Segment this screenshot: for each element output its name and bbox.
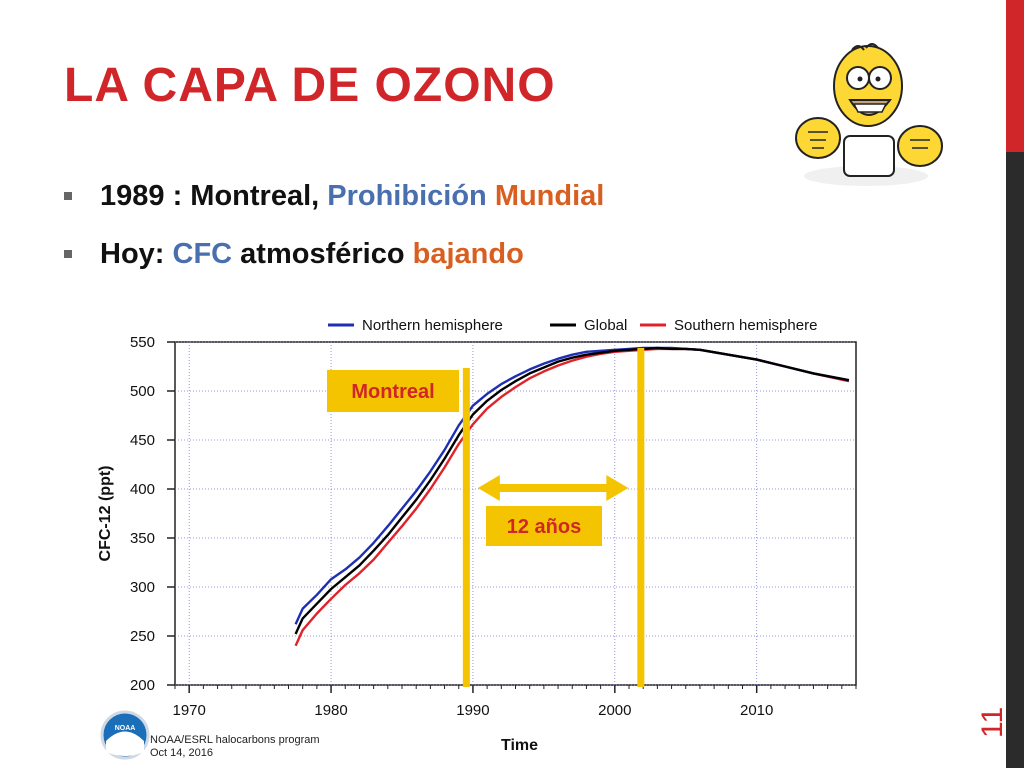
span-arrow-right-head xyxy=(606,475,629,501)
bullet-1-part-3 xyxy=(487,180,495,212)
montreal-label-box xyxy=(327,370,459,412)
cartoon-character-icon xyxy=(795,43,943,186)
bullet-1-part-2: Prohibición xyxy=(327,180,487,212)
bullet-2-part-2: CFC xyxy=(172,238,233,270)
y-tick-label: 250 xyxy=(130,628,155,645)
x-tick-label: 1970 xyxy=(173,702,206,719)
end-marker-bar xyxy=(637,348,645,687)
bullet-2-part-3: atmosférico xyxy=(232,238,413,270)
x-tick-label: 1980 xyxy=(314,702,347,719)
legend-label: Northern hemisphere xyxy=(362,317,503,334)
legend-label: Southern hemisphere xyxy=(674,317,817,334)
x-tick-label: 1990 xyxy=(456,702,489,719)
x-tick-label: 2010 xyxy=(740,702,773,719)
x-tick-label: 2000 xyxy=(598,702,631,719)
bullet-square-icon xyxy=(64,192,72,200)
y-tick-label: 450 xyxy=(130,432,155,449)
bullet-2-part-4: bajando xyxy=(412,238,524,270)
bullet-item-2: Hoy: CFC atmosférico bajando xyxy=(64,238,604,296)
bullet-1-part-4: Mundial xyxy=(494,180,605,212)
legend-label: Global xyxy=(584,317,627,334)
span-label-box xyxy=(486,506,602,546)
right-accent-bar xyxy=(1006,0,1024,768)
bullet-2-part-1: Hoy: xyxy=(100,238,173,270)
y-tick-label: 500 xyxy=(130,383,155,400)
span-label: 12 años xyxy=(507,516,581,538)
span-arrow-left-head xyxy=(477,475,500,501)
credit-line-1: NOAA/ESRL halocarbons program xyxy=(150,734,320,746)
series-line-global xyxy=(294,346,850,635)
y-tick-label: 550 xyxy=(130,334,155,351)
accent-bar-dark xyxy=(1006,152,1024,768)
y-axis-label: CFC-12 (ppt) xyxy=(97,466,114,562)
bullet-item-1: 1989 : Montreal, Prohibición Mundial xyxy=(64,180,604,238)
slide-number: 11 xyxy=(976,706,1009,738)
montreal-marker-bar xyxy=(462,368,470,687)
y-tick-label: 400 xyxy=(130,481,155,498)
montreal-label: Montreal xyxy=(351,381,434,403)
bullet-square-icon xyxy=(64,250,72,258)
cfc12-line-chart: 200 250 300 350 400 450 500 550 1970 1980 1990 2000… xyxy=(97,317,857,760)
y-tick-label: 200 xyxy=(130,677,155,694)
y-tick-label: 300 xyxy=(130,579,155,596)
bullet-1-part-1: 1989 : Montreal, xyxy=(100,180,328,212)
x-axis-label: Time xyxy=(501,737,538,754)
bullet-list: 1989 : Montreal, Prohibición Mundial Hoy… xyxy=(64,180,604,296)
y-tick-label: 350 xyxy=(130,530,155,547)
slide-title: LA CAPA DE OZONO xyxy=(64,59,556,112)
noaa-logo-text: NOAA xyxy=(115,725,136,732)
credit-line-2: Oct 14, 2016 xyxy=(150,747,213,759)
noaa-logo-bird-icon xyxy=(106,731,144,756)
accent-bar-red xyxy=(1006,0,1024,152)
